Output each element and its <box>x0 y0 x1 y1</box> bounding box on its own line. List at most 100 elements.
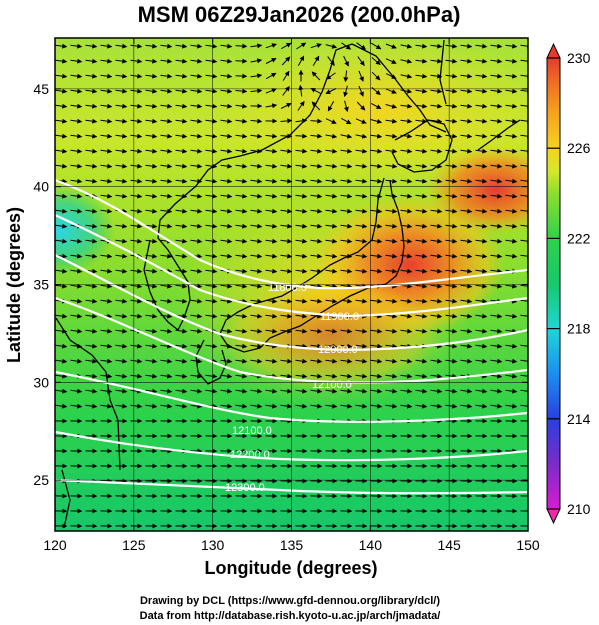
wind-vector <box>100 118 113 124</box>
wind-vector <box>415 88 428 94</box>
wind-vector <box>520 238 528 244</box>
y-axis-label: Latitude (degrees) <box>4 207 24 363</box>
wind-vector <box>400 283 413 289</box>
wind-vector <box>385 358 398 364</box>
wind-vector <box>520 298 528 304</box>
wind-vector <box>340 238 353 244</box>
wind-vector <box>355 223 368 229</box>
wind-vector <box>55 58 68 64</box>
x-tick-label: 140 <box>359 537 383 553</box>
wind-vector <box>355 328 368 334</box>
wind-vector <box>130 238 143 244</box>
wind-vector <box>265 283 278 289</box>
wind-vector <box>356 101 366 111</box>
wind-vector <box>265 193 278 199</box>
wind-vector <box>355 358 368 364</box>
wind-vector <box>460 313 473 319</box>
wind-vector <box>220 283 233 289</box>
wind-vector <box>280 283 293 289</box>
wind-vector <box>160 193 173 199</box>
wind-vector <box>85 328 98 334</box>
wind-vector <box>100 298 113 304</box>
wind-vector <box>445 223 458 229</box>
wind-vector <box>235 238 248 244</box>
wind-vector <box>355 178 368 184</box>
wind-vector <box>370 148 383 154</box>
wind-vector <box>100 358 113 364</box>
wind-vector <box>55 133 68 139</box>
wind-vector <box>70 163 83 169</box>
wind-vector <box>265 238 278 244</box>
wind-vector <box>295 268 308 274</box>
contour-line-12000 <box>55 254 528 351</box>
wind-vector <box>70 268 83 274</box>
wind-vector <box>175 373 188 379</box>
wind-vector <box>280 268 293 274</box>
wind-vector <box>400 328 413 334</box>
wind-vector <box>145 298 158 304</box>
colorbar-tick-label: 210 <box>567 501 591 517</box>
wind-vector <box>430 88 443 94</box>
wind-vector <box>145 358 158 364</box>
colorbar-tick-label: 222 <box>567 230 591 246</box>
wind-vector <box>100 253 113 259</box>
wind-vector <box>430 283 443 289</box>
wind-vector <box>445 103 458 109</box>
wind-vector <box>280 223 293 229</box>
wind-vector <box>385 268 398 274</box>
wind-vector <box>220 73 233 79</box>
wind-vector <box>310 313 323 319</box>
wind-vector <box>205 43 218 49</box>
wind-vector <box>400 178 413 184</box>
wind-vector <box>55 163 68 169</box>
wind-vector <box>295 163 308 169</box>
wind-vector <box>490 118 503 124</box>
wind-vector <box>295 313 308 319</box>
wind-vector <box>265 178 278 184</box>
wind-vector <box>385 313 398 319</box>
wind-vector <box>160 118 173 124</box>
wind-vector <box>490 313 503 319</box>
wind-vector <box>505 103 518 109</box>
wind-vector <box>415 358 428 364</box>
wind-vector <box>280 328 293 334</box>
wind-vector <box>355 298 368 304</box>
wind-vector <box>265 58 277 64</box>
wind-vector <box>310 328 323 334</box>
wind-vector <box>295 298 308 304</box>
wind-vector <box>490 43 503 49</box>
wind-vector <box>115 178 128 184</box>
wind-vector <box>175 403 188 409</box>
wind-vector <box>415 133 428 139</box>
wind-vector <box>325 298 338 304</box>
wind-vector <box>70 73 83 79</box>
wind-vector <box>130 223 143 229</box>
wind-vector <box>445 118 458 124</box>
wind-vector <box>370 133 383 139</box>
wind-vector <box>310 148 323 154</box>
wind-vector <box>460 148 473 154</box>
wind-vector <box>327 56 335 67</box>
wind-vector <box>430 118 443 124</box>
wind-vector <box>370 238 383 244</box>
wind-vector <box>340 343 353 349</box>
wind-vector <box>400 148 413 154</box>
wind-vector <box>235 118 248 124</box>
wind-vector <box>370 208 383 214</box>
wind-vector <box>250 193 263 199</box>
wind-vector <box>400 193 413 199</box>
wind-vector <box>445 133 458 139</box>
wind-vector <box>343 85 349 98</box>
wind-vector <box>520 373 528 379</box>
y-tick-label: 30 <box>33 374 49 390</box>
wind-vector <box>490 343 503 349</box>
wind-vector <box>280 42 292 50</box>
wind-vector <box>505 43 518 49</box>
wind-vector <box>400 403 413 409</box>
wind-vector <box>325 148 338 154</box>
wind-vector <box>505 313 518 319</box>
wind-vector <box>235 223 248 229</box>
wind-vector <box>55 283 68 289</box>
wind-vector <box>175 73 188 79</box>
wind-vector <box>190 208 203 214</box>
